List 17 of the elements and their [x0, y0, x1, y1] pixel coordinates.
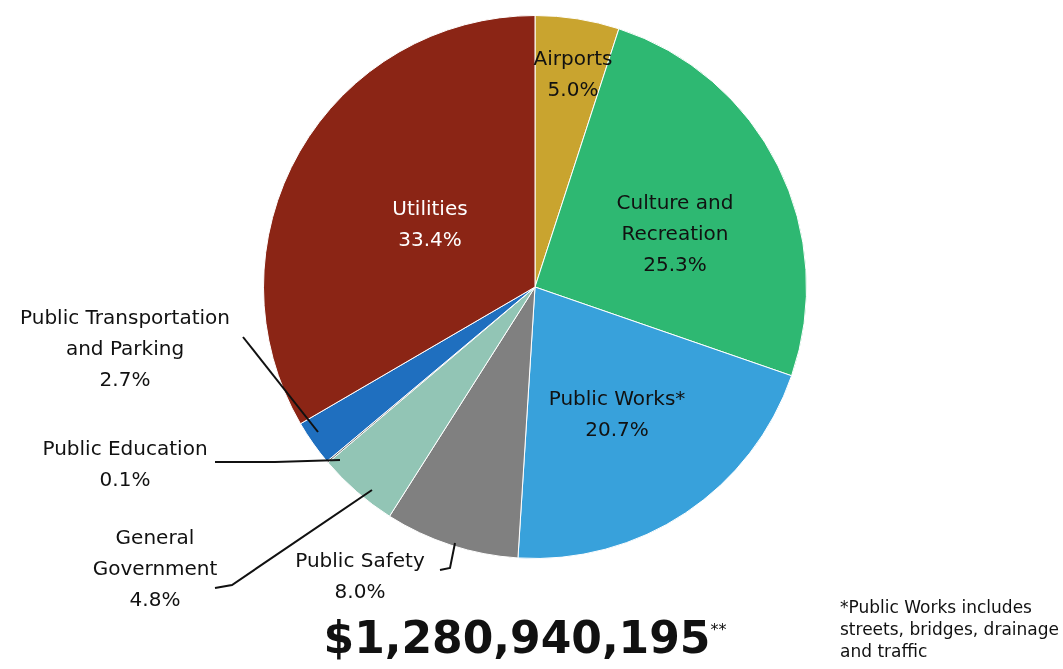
data-label: 0.1% [99, 466, 151, 491]
text: $1,280,940,195$^{**}$ [322, 612, 728, 663]
slice-label: Public Safety [295, 547, 425, 572]
data-label: 8.0% [334, 578, 386, 603]
data-label: 2.7% [99, 367, 151, 392]
data-label: 33.4% [398, 226, 462, 251]
slice-label: Culture and Recreation [616, 190, 734, 246]
text: *Public Works includes streets, bridges, drainage and traffic [840, 596, 1060, 662]
data-label: 5.0% [547, 76, 599, 101]
data-label: 25.3% [643, 252, 707, 277]
slice-label: Public Education [42, 435, 208, 460]
data-label: 4.8% [129, 587, 181, 612]
slice-label: Utilities [392, 195, 468, 220]
slice-label: General Government [92, 525, 218, 581]
data-label: 20.7% [585, 416, 649, 441]
slice-label: Public Transportation and Parking [20, 305, 230, 361]
slice-label: Public Works* [548, 385, 686, 410]
